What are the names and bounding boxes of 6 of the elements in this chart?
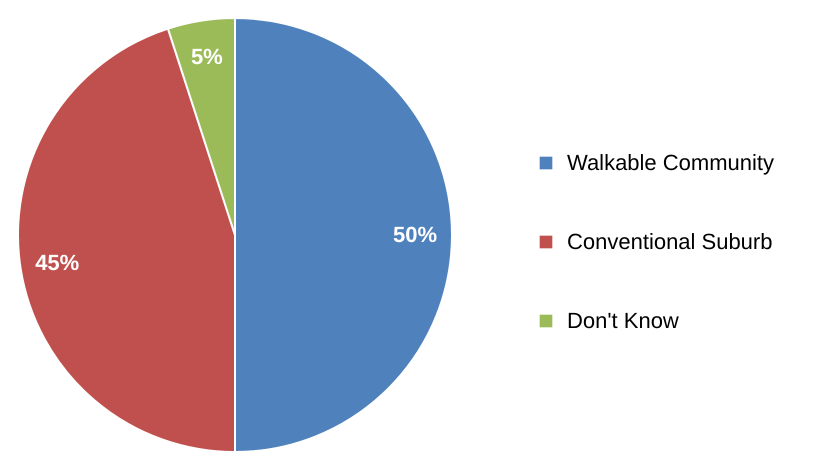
legend-label: Walkable Community xyxy=(567,150,774,175)
legend-label: Don't Know xyxy=(567,308,679,333)
data-label: 5% xyxy=(190,44,223,70)
data-label: 50% xyxy=(392,222,438,247)
legend-label: Conventional Suburb xyxy=(567,229,772,254)
data-label: 45% xyxy=(35,250,80,276)
